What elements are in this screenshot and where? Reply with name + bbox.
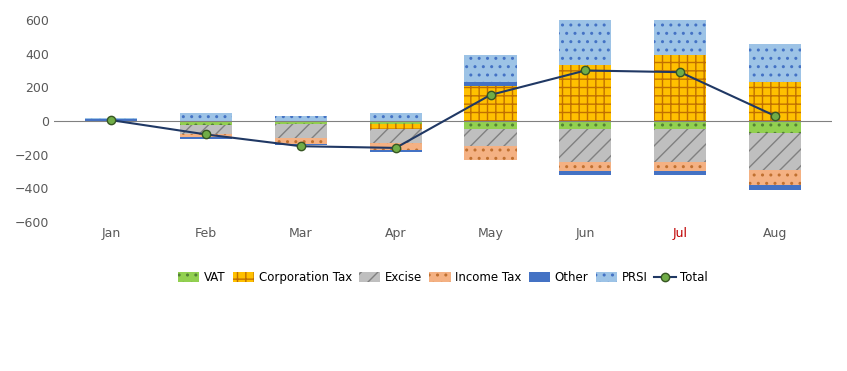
- Bar: [559, 65, 612, 121]
- Bar: [180, 125, 232, 134]
- Bar: [464, 146, 517, 160]
- Bar: [180, 112, 232, 121]
- Bar: [464, 86, 517, 121]
- Bar: [369, 121, 422, 124]
- Bar: [85, 119, 137, 121]
- Bar: [654, 121, 706, 129]
- Bar: [180, 121, 232, 125]
- Bar: [464, 121, 517, 129]
- Bar: [654, 129, 706, 162]
- Bar: [274, 121, 327, 124]
- Bar: [369, 129, 422, 143]
- Legend: VAT, Corporation Tax, Excise, Income Tax, Other, PRSI, Total: VAT, Corporation Tax, Excise, Income Tax…: [174, 266, 713, 289]
- Bar: [559, 121, 612, 129]
- Bar: [559, 162, 612, 171]
- Bar: [654, 55, 706, 121]
- Bar: [274, 116, 327, 121]
- Bar: [274, 144, 327, 145]
- Bar: [749, 133, 801, 170]
- Bar: [464, 55, 517, 82]
- Bar: [85, 121, 137, 122]
- Bar: [559, 129, 612, 162]
- Bar: [559, 20, 612, 65]
- Bar: [654, 162, 706, 171]
- Bar: [85, 118, 137, 119]
- Bar: [369, 143, 422, 150]
- Bar: [654, 171, 706, 175]
- Bar: [464, 129, 517, 146]
- Bar: [369, 150, 422, 152]
- Bar: [749, 170, 801, 185]
- Bar: [180, 137, 232, 139]
- Bar: [274, 124, 327, 138]
- Bar: [559, 171, 612, 175]
- Bar: [749, 121, 801, 133]
- Bar: [749, 43, 801, 82]
- Bar: [369, 124, 422, 129]
- Bar: [369, 112, 422, 121]
- Bar: [654, 15, 706, 55]
- Bar: [274, 138, 327, 144]
- Bar: [749, 185, 801, 190]
- Bar: [464, 82, 517, 86]
- Bar: [749, 82, 801, 121]
- Bar: [180, 134, 232, 137]
